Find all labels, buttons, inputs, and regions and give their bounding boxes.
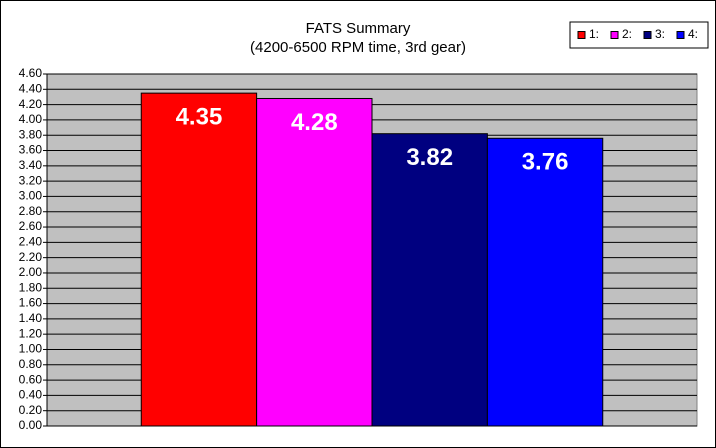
legend-swatch xyxy=(610,31,619,39)
legend-swatch xyxy=(643,31,652,39)
chart-subtitle: (4200-6500 RPM time, 3rd gear) xyxy=(250,39,466,56)
legend-label: 3: xyxy=(655,27,665,41)
data-label: 3.82 xyxy=(406,144,453,171)
legend-swatch xyxy=(676,31,685,39)
y-tick-label: 0.40 xyxy=(19,388,43,402)
y-tick-label: 0.80 xyxy=(19,357,43,371)
y-tick-label: 3.20 xyxy=(19,173,43,187)
y-tick-label: 4.40 xyxy=(19,81,43,95)
y-tick-label: 0.20 xyxy=(19,403,43,417)
y-tick-label: 4.20 xyxy=(19,97,43,111)
y-tick-label: 4.60 xyxy=(19,66,43,80)
y-tick-label: 0.60 xyxy=(19,372,43,386)
bar xyxy=(486,137,604,427)
bar xyxy=(140,92,258,427)
bar xyxy=(256,97,373,427)
bar xyxy=(371,133,488,427)
y-tick-label: 1.80 xyxy=(19,280,43,294)
y-tick-label: 1.00 xyxy=(19,342,43,356)
chart-title: FATS Summary xyxy=(306,20,411,37)
y-tick-label: 3.40 xyxy=(19,158,43,172)
legend-swatch xyxy=(577,31,586,39)
legend-label: 1: xyxy=(589,27,599,41)
y-tick-label: 2.40 xyxy=(19,235,43,249)
y-tick-label: 3.00 xyxy=(19,189,43,203)
y-tick-label: 2.60 xyxy=(19,219,43,233)
y-tick-label: 1.40 xyxy=(19,311,43,325)
y-tick-label: 3.80 xyxy=(19,127,43,141)
legend-label: 2: xyxy=(622,27,632,41)
y-tick-label: 3.60 xyxy=(19,143,43,157)
y-tick-label: 2.00 xyxy=(19,265,43,279)
legend-box xyxy=(569,21,709,49)
data-label: 4.28 xyxy=(291,109,338,136)
y-tick-label: 0.00 xyxy=(19,418,43,432)
data-label: 3.76 xyxy=(522,149,569,176)
legend-label: 4: xyxy=(688,27,698,41)
y-tick-label: 1.20 xyxy=(19,326,43,340)
y-tick-label: 4.00 xyxy=(19,112,43,126)
y-tick-label: 2.80 xyxy=(19,204,43,218)
data-label: 4.35 xyxy=(176,103,223,130)
y-tick-label: 1.60 xyxy=(19,296,43,310)
y-tick-label: 2.20 xyxy=(19,250,43,264)
